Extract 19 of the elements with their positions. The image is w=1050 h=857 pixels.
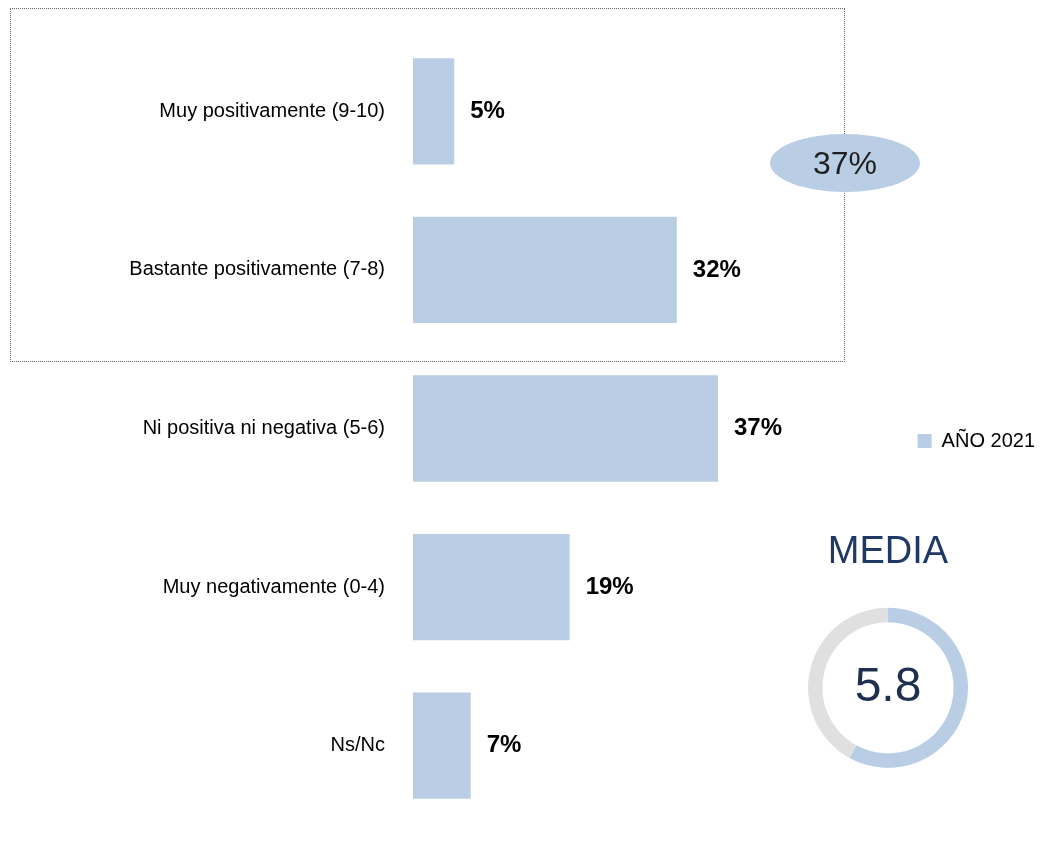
data-label: 5% [470, 95, 505, 123]
bar [413, 375, 719, 482]
y-tick-label: Muy positivamente (9-10) [159, 98, 385, 121]
text: 37% [770, 134, 920, 192]
data-label: 7% [486, 730, 522, 758]
bar [413, 58, 455, 165]
data-label: 19% [585, 571, 634, 599]
y-tick-label: Ns/Nc [330, 733, 385, 756]
legend-label: AÑO 2021 [941, 427, 1035, 451]
y-tick-label: Muy negativamente (0-4) [162, 574, 385, 597]
bar [413, 692, 471, 799]
y-tick-label: Ni positiva ni negativa (5-6) [142, 416, 385, 439]
text: 5.8 [854, 658, 922, 712]
bar [413, 216, 677, 324]
data-label: 32% [692, 254, 741, 282]
data-label: 37% [734, 413, 783, 441]
y-tick-label: Bastante positivamente (7-8) [129, 257, 385, 280]
bar [413, 533, 570, 641]
chart-title: MEDIA [827, 529, 949, 572]
